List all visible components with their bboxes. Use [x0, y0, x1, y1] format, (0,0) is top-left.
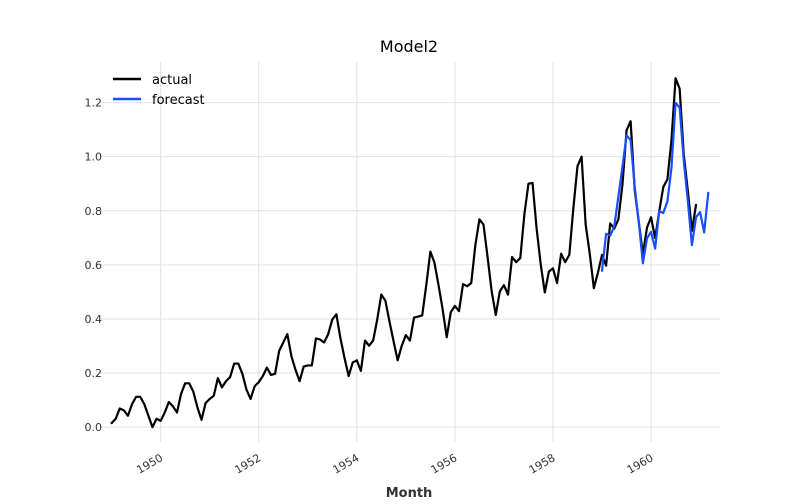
grid-lines	[100, 62, 720, 442]
y-tick-label: 1.2	[85, 97, 103, 110]
x-tick-label: 1950	[134, 451, 165, 476]
series-lines	[110, 77, 710, 429]
x-tick-label: 1960	[625, 451, 656, 476]
y-tick-label: 0.0	[85, 421, 103, 434]
series-line-forecast	[600, 101, 710, 272]
x-tick-label: 1954	[331, 451, 362, 476]
chart-title: Model2	[380, 37, 438, 56]
y-tick-label: 0.4	[85, 313, 103, 326]
axis-ticks: 0.0 0.2 0.4 0.6 0.8 1.0 1.2 1950 1952 1954 1956 195…	[85, 97, 656, 477]
series-line-actual	[110, 77, 698, 429]
legend-label-forecast: forecast	[152, 93, 205, 108]
y-tick-label: 1.0	[85, 151, 103, 164]
x-tick-label: 1958	[527, 451, 558, 476]
y-tick-label: 0.8	[85, 205, 103, 218]
x-tick-label: 1956	[429, 451, 460, 476]
y-tick-label: 0.6	[85, 259, 103, 272]
legend: actual forecast	[113, 73, 205, 108]
x-tick-label: 1952	[232, 451, 263, 476]
y-tick-label: 0.2	[85, 367, 103, 380]
x-axis-label: Month	[386, 486, 433, 500]
legend-label-actual: actual	[152, 73, 192, 88]
